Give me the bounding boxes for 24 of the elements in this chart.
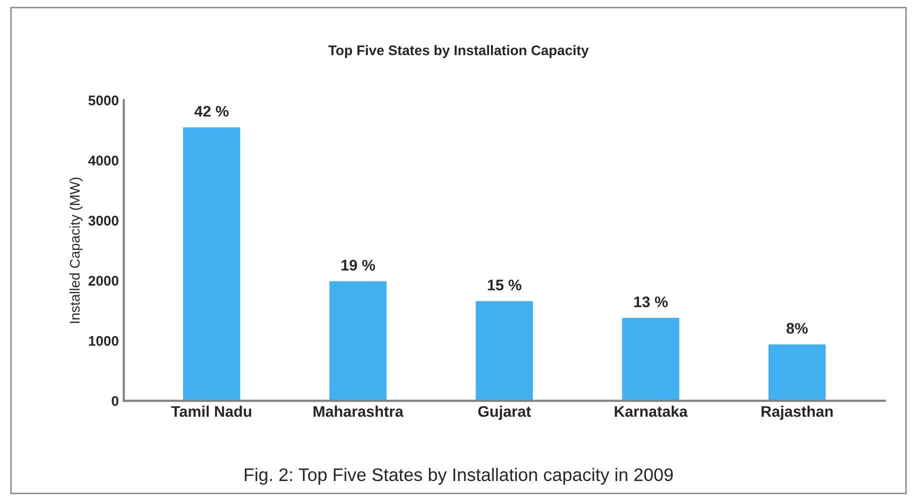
bar	[767, 342, 828, 401]
y-tick-label: 3000	[88, 216, 118, 226]
x-tick-label: Rajasthan	[762, 406, 833, 420]
annotation: 15 %	[488, 280, 522, 290]
y-tick-label: 1000	[88, 336, 118, 346]
y-tick-label: 0	[112, 396, 118, 406]
x-tick-label: Maharashtra	[314, 406, 404, 417]
chart-title: Top Five States by Installation Capacity	[328, 45, 589, 58]
bar	[182, 126, 242, 401]
x-tick-label: Gujarat	[478, 406, 531, 420]
bar	[474, 300, 534, 401]
x-tick-label: Karnataka	[614, 406, 688, 417]
y-axis-title: Installed Capacity (MW)	[70, 178, 82, 323]
annotation: 8%	[786, 322, 808, 334]
y-tick-label: 5000	[88, 96, 118, 106]
x-tick-label: Tamil Nadu	[171, 406, 252, 417]
y-tick-label: 2000	[88, 276, 118, 286]
caption: Fig. 2: Top Five States by Installation capacity in 2009	[244, 468, 673, 485]
annotation: 19 %	[342, 260, 375, 271]
y-tick-label: 4000	[88, 156, 118, 166]
bar	[620, 316, 681, 401]
bar	[328, 280, 388, 401]
annotation: 42 %	[194, 106, 229, 117]
annotation: 13 %	[634, 296, 668, 308]
